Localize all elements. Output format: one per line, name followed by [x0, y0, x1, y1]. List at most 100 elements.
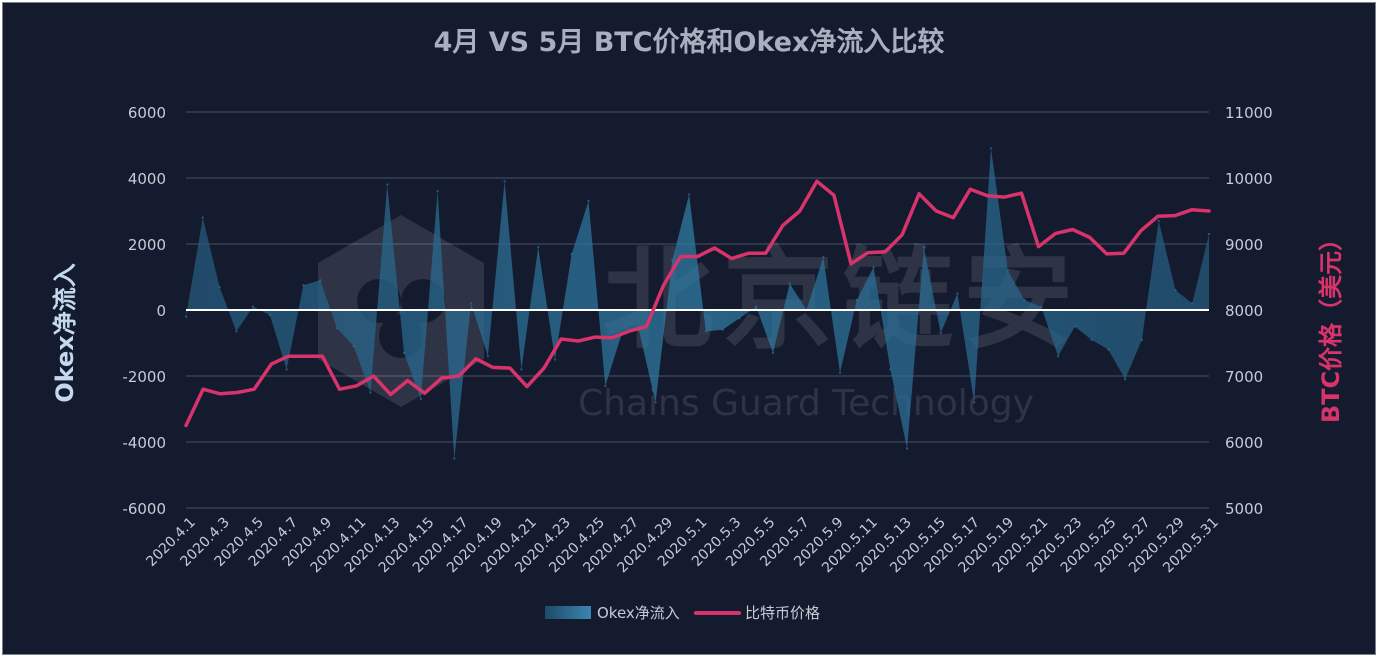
btc-price-point: [1037, 245, 1040, 249]
legend: Okex净流入 比特币价格: [545, 604, 820, 622]
btc-price-point: [525, 385, 529, 389]
btc-price-point: [679, 255, 682, 258]
okex-netflow-point: [570, 252, 573, 256]
okex-netflow-point: [436, 190, 439, 193]
okex-netflow-point: [1157, 219, 1160, 223]
okex-netflow-point: [1073, 325, 1077, 328]
chart-canvas: 4月 VS 5月 BTC价格和Okex净流入比较 北京链安 Chains Gua…: [51, 26, 1345, 622]
btc-price-point: [491, 365, 495, 369]
y-right-tick-label: 11000: [1225, 104, 1273, 122]
btc-price-point: [286, 354, 290, 358]
okex-netflow-point: [503, 180, 506, 183]
btc-price-point: [372, 374, 376, 378]
btc-price-point: [542, 366, 546, 370]
btc-price-point: [423, 391, 427, 395]
y-left-axis-label: Okex净流入: [51, 263, 79, 402]
okex-netflow-point: [905, 447, 909, 450]
y-right-tick-label: 9000: [1225, 236, 1263, 254]
btc-price-point: [389, 393, 393, 396]
okex-netflow-point: [302, 284, 305, 287]
okex-netflow-point: [218, 285, 221, 289]
okex-netflow-point: [704, 330, 708, 333]
okex-netflow-point: [537, 246, 540, 249]
okex-netflow-point: [453, 457, 456, 460]
btc-price-point: [696, 255, 699, 258]
btc-price-point: [661, 284, 665, 288]
btc-price-point: [917, 192, 921, 196]
y-left-ticks: 6000 4000 2000 0 -2000 -4000 -6000: [122, 104, 166, 518]
okex-netflow-point: [235, 330, 238, 333]
btc-price-point: [593, 335, 597, 339]
btc-price-point: [1207, 209, 1211, 213]
legend-swatch-okex[interactable]: [545, 606, 591, 619]
okex-netflow-area: [184, 147, 1211, 460]
btc-price-point: [968, 187, 972, 191]
btc-price-point: [1190, 208, 1194, 212]
okex-netflow-point: [671, 259, 674, 262]
y-left-tick-label: 0: [156, 302, 166, 320]
btc-price-point: [1122, 251, 1126, 255]
btc-price-point: [406, 379, 410, 383]
btc-price-point: [338, 387, 341, 391]
x-ticks: 2020.4.12020.4.32020.4.52020.4.72020.4.9…: [143, 515, 1221, 577]
okex-netflow-point: [855, 298, 858, 302]
okex-netflow-point: [738, 317, 741, 320]
btc-price-point: [252, 387, 256, 391]
okex-netflow-point: [1056, 355, 1060, 358]
btc-price-point: [1173, 214, 1177, 218]
btc-price-point: [781, 224, 785, 227]
okex-netflow-point: [687, 193, 691, 196]
btc-price-point: [355, 384, 358, 388]
btc-price-point: [1054, 231, 1058, 235]
okex-netflow-point: [352, 345, 355, 348]
y-left-tick-label: 2000: [128, 236, 166, 254]
btc-price-line: [184, 179, 1211, 428]
y-right-tick-label: 10000: [1225, 170, 1273, 188]
btc-price-point: [508, 366, 512, 370]
watermark-sub: Chains Guard Technology: [578, 383, 1034, 424]
y-right-tick-label: 7000: [1225, 368, 1263, 386]
btc-price-point: [730, 257, 734, 260]
btc-price-point: [866, 251, 870, 255]
okex-netflow-point: [520, 368, 523, 371]
okex-netflow-point: [251, 305, 255, 308]
btc-price-point: [184, 424, 188, 427]
btc-price-point: [747, 251, 751, 255]
okex-netflow-point: [184, 315, 188, 318]
legend-label-btc[interactable]: 比特币价格: [745, 604, 820, 622]
btc-price-point: [457, 374, 461, 378]
btc-price-point: [320, 354, 324, 358]
btc-price-point: [235, 391, 239, 394]
okex-netflow-point: [268, 313, 272, 317]
btc-price-point: [440, 376, 444, 380]
y-left-tick-label: 6000: [128, 104, 166, 122]
okex-netflow-point: [822, 256, 825, 259]
y-right-tick-label: 6000: [1225, 434, 1263, 452]
btc-price-point: [1156, 214, 1160, 218]
okex-netflow-point: [1006, 269, 1009, 272]
btc-price-point: [1139, 229, 1143, 233]
btc-price-point: [559, 337, 563, 341]
okex-netflow-point: [989, 147, 993, 150]
okex-netflow-point: [755, 305, 758, 308]
legend-label-okex[interactable]: Okex净流入: [597, 604, 680, 622]
okex-netflow-point: [1123, 378, 1127, 381]
grid-lines: [186, 111, 1209, 509]
btc-price-point: [1002, 195, 1006, 199]
btc-price-point: [1088, 235, 1092, 239]
okex-netflow-point: [285, 368, 288, 371]
okex-netflow-point: [771, 351, 775, 355]
okex-netflow-point: [1140, 338, 1144, 341]
btc-price-point: [269, 362, 273, 366]
btc-price-point: [201, 387, 205, 391]
okex-netflow-point: [486, 355, 490, 358]
btc-price-point: [576, 339, 580, 343]
btc-price-point: [934, 209, 938, 213]
okex-netflow-point: [604, 384, 607, 388]
btc-price-point: [303, 354, 307, 358]
btc-price-point: [644, 325, 648, 328]
okex-netflow-point: [386, 183, 389, 186]
okex-netflow-point: [654, 401, 657, 404]
btc-price-point: [713, 246, 717, 250]
btc-price-point: [883, 250, 887, 254]
